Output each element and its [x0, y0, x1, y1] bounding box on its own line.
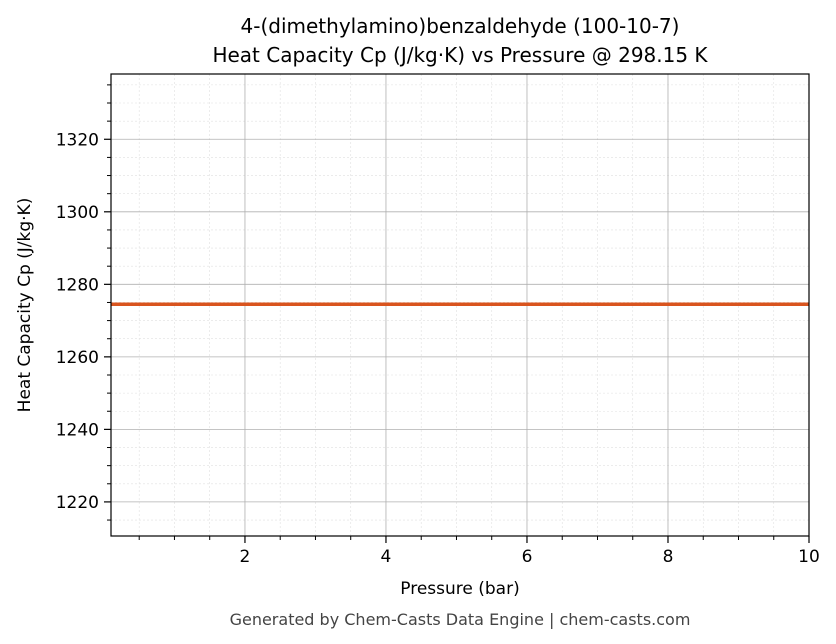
x-tick-label: 4	[381, 547, 392, 567]
y-tick-label: 1240	[56, 420, 99, 440]
plot-frame	[110, 73, 810, 537]
chart-subtitle: Heat Capacity Cp (J/kg·K) vs Pressure @ …	[212, 43, 708, 67]
y-axis-label: Heat Capacity Cp (J/kg·K)	[15, 198, 35, 413]
grid	[111, 74, 810, 536]
x-tick-label: 8	[663, 547, 674, 567]
y-tick-label: 1220	[56, 493, 99, 513]
x-tick-label: 10	[798, 547, 820, 567]
y-tick-label: 1260	[56, 348, 99, 368]
x-tick-label: 6	[522, 547, 533, 567]
x-axis-label: Pressure (bar)	[400, 579, 519, 599]
y-tick-label: 1300	[56, 203, 99, 223]
y-tick-label: 1280	[56, 275, 99, 295]
ticks: 2 4 6 8 10 1220 1240 1260 1280 1300 1320	[56, 84, 820, 567]
x-tick-label: 2	[240, 547, 251, 567]
chart-title: 4-(dimethylamino)benzaldehyde (100-10-7)	[241, 14, 680, 38]
footer-credit: Generated by Chem-Casts Data Engine | ch…	[230, 610, 691, 629]
y-tick-label: 1320	[56, 130, 99, 150]
